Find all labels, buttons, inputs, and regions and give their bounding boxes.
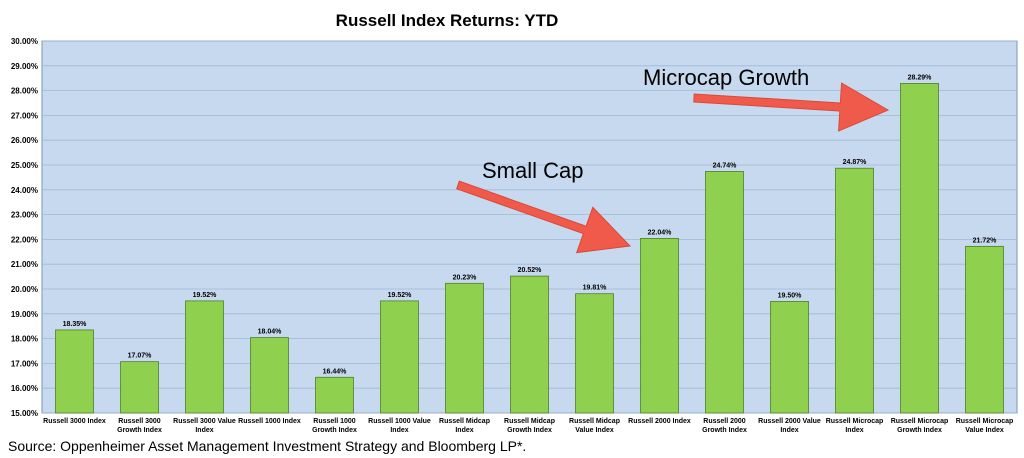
bar	[315, 376, 354, 414]
data-label: 22.04%	[648, 229, 673, 236]
y-tick-label: 20.00%	[11, 285, 38, 294]
x-tick-label: Russell 1000 Value Index	[368, 418, 431, 434]
data-label: 17.07%	[128, 353, 153, 360]
x-tick-label: Russell 1000 Growth Index	[312, 418, 357, 434]
x-tick-label: Russell Midcap Value Index	[569, 418, 620, 434]
data-label: 21.72%	[973, 237, 998, 244]
y-tick-label: 19.00%	[11, 310, 38, 319]
x-tick-label: Russell 1000 Index	[238, 418, 301, 425]
annotation-arrow	[693, 82, 890, 132]
x-tick-label: Russell Midcap Index	[439, 418, 490, 434]
y-tick-label: 21.00%	[11, 260, 38, 269]
y-tick-label: 23.00%	[11, 211, 38, 220]
data-label: 20.23%	[453, 274, 478, 281]
chart-title: Russell Index Returns: YTD	[336, 11, 559, 30]
bar	[900, 83, 939, 414]
bar	[965, 245, 1004, 414]
annotation-label: Microcap Growth	[643, 65, 809, 90]
annotations: Small Cap Microcap Growth	[456, 65, 890, 254]
source-note: Source: Oppenheimer Asset Management Inv…	[8, 438, 527, 454]
y-tick-label: 27.00%	[11, 111, 38, 120]
bar	[55, 329, 94, 414]
plot-area: 15.00% 16.00% 17.00% 18.00% 19.00% 20.00% 21.0…	[11, 37, 1018, 434]
y-tick-label: 29.00%	[11, 62, 38, 71]
data-label: 24.87%	[843, 159, 868, 166]
y-tick-label: 17.00%	[11, 359, 38, 368]
data-label: 19.52%	[193, 292, 218, 299]
x-tick-label: Russell 2000 Index	[628, 418, 691, 425]
bar	[575, 293, 614, 414]
y-tick-label: 25.00%	[11, 161, 38, 170]
x-tick-label: Russell Microcap Index	[826, 418, 884, 434]
x-tick-label: Russell 3000 Value Index	[173, 418, 236, 434]
annotation-label: Small Cap	[482, 158, 583, 183]
y-tick-label: 15.00%	[11, 409, 38, 418]
x-tick-label: Russell 2000 Value Index	[758, 418, 821, 434]
x-tick-label: Russell 3000 Growth Index	[117, 418, 162, 434]
data-label: 19.52%	[388, 292, 413, 299]
data-label: 18.35%	[63, 321, 88, 328]
bar	[705, 171, 744, 414]
bar	[640, 238, 679, 414]
y-tick-label: 22.00%	[11, 235, 38, 244]
bar	[445, 282, 484, 414]
y-tick-label: 18.00%	[11, 335, 38, 344]
y-tick-label: 30.00%	[11, 37, 38, 46]
data-label: 18.04%	[258, 329, 283, 336]
y-tick-label: 16.00%	[11, 384, 38, 393]
y-tick-label: 26.00%	[11, 136, 38, 145]
data-label: 24.74%	[713, 162, 738, 169]
x-tick-label: Russell Microcap Growth Index	[891, 418, 949, 434]
bar	[770, 300, 809, 414]
bar	[120, 361, 159, 414]
bar	[510, 275, 549, 414]
x-tick-label: Russell 3000 Index	[43, 418, 106, 425]
bar	[250, 337, 289, 414]
data-label: 19.50%	[778, 292, 803, 299]
bar	[185, 300, 224, 414]
data-label: 19.81%	[583, 285, 608, 292]
x-tick-label: Russell Midcap Growth Index	[504, 418, 555, 434]
data-label: 16.44%	[323, 368, 348, 375]
x-tick-label: Russell Microcap Value Index	[956, 418, 1014, 434]
data-label: 20.52%	[518, 267, 543, 274]
bar	[835, 167, 874, 414]
y-tick-label: 28.00%	[11, 87, 38, 96]
data-label: 28.29%	[908, 74, 933, 81]
annotation-arrow	[456, 180, 632, 254]
y-tick-label: 24.00%	[11, 186, 38, 195]
bar	[380, 300, 419, 414]
x-tick-label: Russell 2000 Growth Index	[702, 418, 747, 434]
